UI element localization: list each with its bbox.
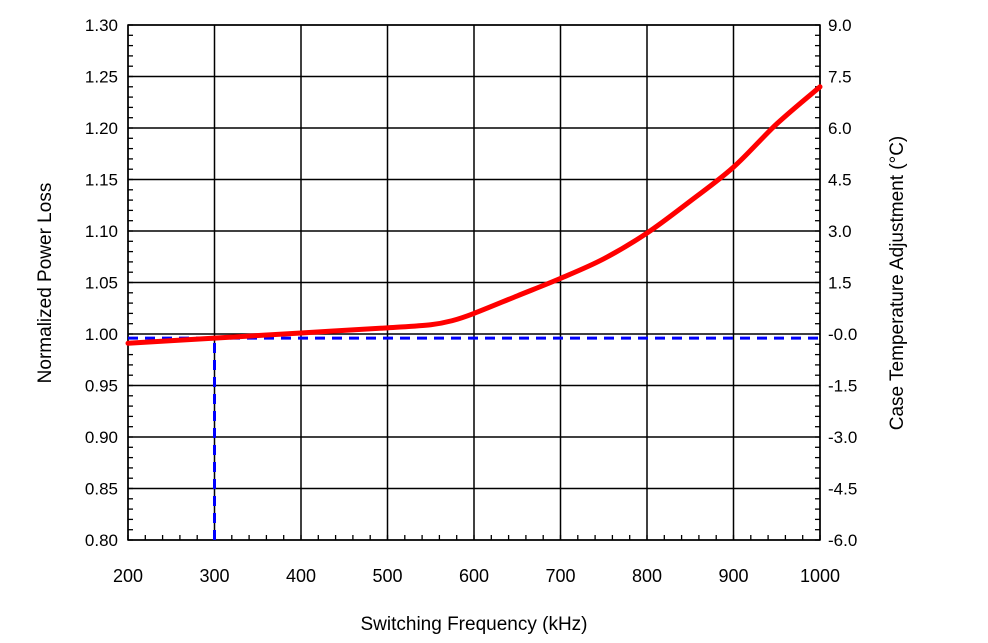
- x-tick-label: 500: [372, 566, 402, 586]
- y2-tick-label: 7.5: [828, 68, 852, 87]
- y-tick-label: 1.15: [85, 171, 118, 190]
- series: [125, 84, 823, 346]
- x-tick-label: 200: [113, 566, 143, 586]
- x-tick-label: 600: [459, 566, 489, 586]
- axis-ticks: [127, 24, 821, 541]
- x-tick-label: 1000: [800, 566, 840, 586]
- y2-axis-label: Case Temperature Adjustment (°C): [887, 136, 908, 430]
- x-axis-label: Switching Frequency (kHz): [360, 614, 587, 635]
- y-tick-label: 0.85: [85, 480, 118, 499]
- y-tick-label: 0.95: [85, 377, 118, 396]
- y-tick-label: 1.00: [85, 325, 118, 344]
- x-tick-label: 400: [286, 566, 316, 586]
- y-tick-label: 1.30: [85, 16, 118, 35]
- y-tick-label: 0.90: [85, 428, 118, 447]
- y2-tick-label: -4.5: [828, 480, 857, 499]
- power-loss-line: [125, 84, 823, 346]
- y-tick-label: 1.25: [85, 68, 118, 87]
- y2-tick-label: -6.0: [828, 531, 857, 550]
- y2-tick-label: -0.0: [828, 325, 857, 344]
- y2-tick-label: 6.0: [828, 119, 852, 138]
- annotations: [128, 336, 820, 540]
- y2-tick-label: 4.5: [828, 171, 852, 190]
- y-tick-label: 1.20: [85, 119, 118, 138]
- x-tick-label: 800: [632, 566, 662, 586]
- y2-tick-label: 3.0: [828, 222, 852, 241]
- y-tick-label: 1.05: [85, 274, 118, 293]
- y2-tick-label: 9.0: [828, 16, 852, 35]
- grid: [127, 24, 821, 541]
- x-tick-label: 700: [545, 566, 575, 586]
- y-tick-label: 1.10: [85, 222, 118, 241]
- y2-tick-label: -3.0: [828, 428, 857, 447]
- y-axis-label: Normalized Power Loss: [35, 183, 56, 384]
- y2-tick-label: -1.5: [828, 377, 857, 396]
- tick-labels: 200 300 400 500 600 700 800 900 1000 0.80 -6.0 0.85…: [85, 16, 857, 586]
- x-tick-label: 900: [718, 566, 748, 586]
- y2-tick-label: 1.5: [828, 274, 852, 293]
- y-tick-label: 0.80: [85, 531, 118, 550]
- x-tick-label: 300: [199, 566, 229, 586]
